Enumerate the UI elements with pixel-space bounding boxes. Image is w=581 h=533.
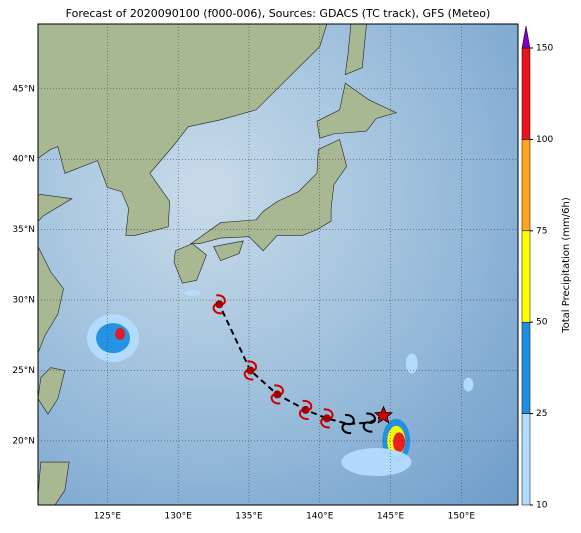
y-tick-label: 20°N [12, 436, 35, 446]
colorbar-segment [521, 413, 531, 506]
colorbar-segment [521, 47, 531, 140]
title: Forecast of 2020090100 (f000-006), Sourc… [66, 7, 491, 20]
land-honshu [189, 139, 347, 252]
land-mainland [38, 24, 328, 354]
land-hokkaido [316, 82, 398, 139]
land-taiwan [38, 367, 66, 415]
x-tick-label: 135°E [235, 512, 263, 522]
land-shikoku [213, 240, 244, 262]
y-tick-label: 25°N [12, 366, 35, 376]
precip-area [393, 432, 406, 453]
colorbar-tick-label: 75 [536, 226, 547, 236]
map-layer [38, 24, 474, 505]
colorbar-tick-label: 150 [536, 44, 553, 54]
x-tick-label: 140°E [306, 512, 334, 522]
track-point [322, 414, 331, 423]
y-tick-label: 35°N [12, 225, 35, 235]
track-point [273, 390, 282, 399]
colorbar-tick-label: 50 [536, 318, 548, 328]
precip-area [341, 448, 412, 477]
x-tick-label: 150°E [448, 512, 476, 522]
colorbar-extend [521, 25, 531, 49]
land-sakhalin [344, 24, 367, 76]
map-frame [37, 23, 519, 506]
x-tick-label: 145°E [377, 512, 405, 522]
cyclone-symbol [341, 414, 355, 435]
precip-area [96, 323, 131, 354]
land-luzon [38, 461, 70, 505]
track-point [301, 405, 310, 414]
colorbar-tick-label: 10 [536, 501, 548, 511]
precip-area [115, 327, 126, 340]
track-position [373, 405, 394, 424]
track-line [218, 303, 384, 426]
cyclone-symbol [362, 412, 376, 433]
precip-area [184, 290, 201, 297]
y-tick-label: 30°N [12, 296, 35, 306]
track-point [215, 300, 224, 309]
precip-area [405, 353, 418, 374]
track-point [246, 366, 255, 375]
colorbar-label: Total Precipitation (mm/6h) [561, 197, 572, 334]
y-tick-label: 45°N [12, 84, 35, 94]
colorbar-tick-label: 25 [536, 409, 547, 419]
colorbar-tick-label: 100 [536, 135, 553, 145]
precip-area [463, 377, 474, 392]
colorbar-segment [521, 230, 531, 323]
colorbar-segment [521, 321, 531, 414]
x-tick-label: 130°E [164, 512, 192, 522]
x-tick-label: 125°E [94, 512, 122, 522]
y-tick-label: 40°N [12, 155, 35, 165]
colorbar-segment [521, 139, 531, 232]
